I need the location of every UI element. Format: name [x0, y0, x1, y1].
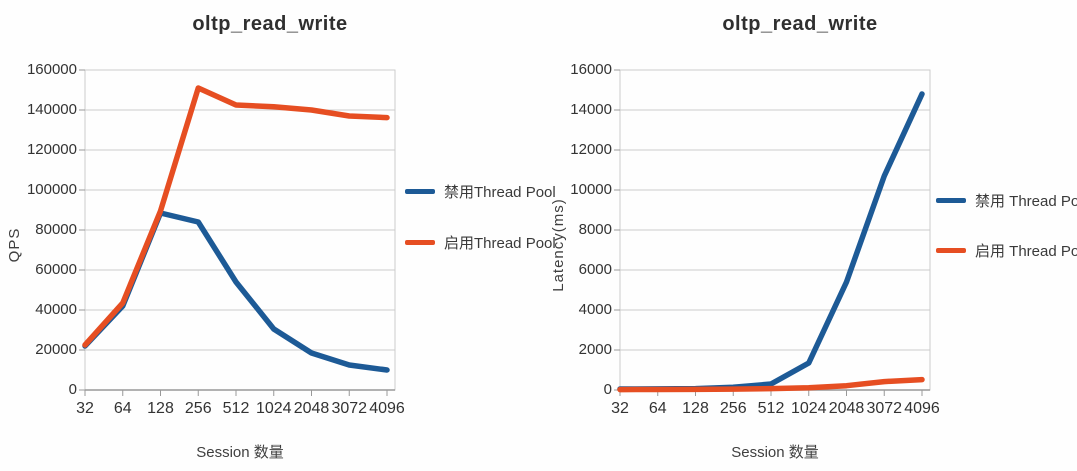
legend-line-swatch-disabled — [405, 188, 435, 194]
x-tick-label: 2048 — [293, 400, 330, 417]
x-tick-label: 256 — [184, 400, 212, 417]
y-tick-label: 140000 — [26, 101, 77, 118]
y-tick-label: 10000 — [570, 181, 612, 198]
legend-line-swatch-disabled — [936, 197, 966, 203]
y-tick-label: 2000 — [578, 341, 612, 358]
x-tick-label: 128 — [147, 400, 174, 417]
x-tick-label: 1024 — [790, 400, 827, 417]
y-tick-label: 120000 — [26, 141, 77, 158]
x-tick-label: 32 — [76, 400, 94, 417]
chart-oltp-qps: oltp_read_write QPS 0 20000 40000 60000 8000… — [6, 13, 556, 461]
y-tick-label: 100000 — [26, 181, 77, 198]
x-tick-label: 128 — [682, 400, 709, 417]
legend-item: 禁用Thread Pool — [405, 182, 556, 201]
x-tick-label: 32 — [611, 400, 629, 417]
y-tick-label: 16000 — [570, 61, 612, 78]
legend-label: 启用 Thread Pool — [975, 242, 1077, 260]
x-tick-label: 3072 — [866, 400, 903, 417]
chart-oltp-latency: oltp_read_write Latency(ms) 0 2000 4000 600… — [540, 0, 1077, 471]
y-tick-label: 6000 — [578, 261, 612, 278]
y-tick-label: 80000 — [35, 221, 77, 238]
y-tick-label: 0 — [603, 381, 612, 398]
y-tick-label: 20000 — [35, 341, 77, 358]
x-tick-label: 3072 — [331, 400, 368, 417]
x-tick-label: 4096 — [369, 400, 405, 417]
x-tick-label: 512 — [222, 400, 250, 417]
legend-item: 启用 Thread Pool — [936, 241, 1077, 260]
x-axis-title: Session 数量 — [196, 444, 284, 461]
x-tick-label: 4096 — [904, 400, 940, 417]
legend: 禁用Thread Pool 启用Thread Pool — [405, 182, 556, 252]
x-tick-label: 2048 — [828, 400, 865, 417]
y-tick-label: 4000 — [578, 301, 612, 318]
legend-item: 禁用 Thread Pool — [936, 191, 1077, 210]
y-tick-label: 60000 — [35, 261, 77, 278]
legend-line-swatch-enabled — [405, 239, 435, 245]
y-tick-label: 12000 — [570, 141, 612, 158]
legend-item: 启用Thread Pool — [405, 233, 556, 252]
legend-label: 禁用Thread Pool — [444, 183, 556, 201]
y-tick-label: 0 — [68, 381, 77, 398]
y-tick-label: 40000 — [35, 301, 77, 318]
y-tick-label: 14000 — [570, 101, 612, 118]
legend-line-swatch-enabled — [936, 247, 966, 253]
legend: 禁用 Thread Pool 启用 Thread Pool — [936, 191, 1077, 260]
legend-label: 启用Thread Pool — [444, 234, 556, 252]
x-tick-label: 512 — [757, 400, 785, 417]
chart-title: oltp_read_write — [722, 13, 878, 35]
x-tick-label: 256 — [719, 400, 747, 417]
plot-area — [79, 69, 396, 396]
plot-area — [614, 69, 931, 396]
x-tick-label: 64 — [113, 400, 132, 417]
y-tick-label: 8000 — [578, 221, 612, 238]
legend-label: 禁用 Thread Pool — [975, 192, 1077, 210]
x-axis-title: Session 数量 — [731, 444, 819, 461]
x-tick-label: 1024 — [255, 400, 292, 417]
x-tick-label: 64 — [648, 400, 667, 417]
chart-title: oltp_read_write — [192, 13, 348, 35]
y-tick-label: 160000 — [26, 61, 77, 78]
